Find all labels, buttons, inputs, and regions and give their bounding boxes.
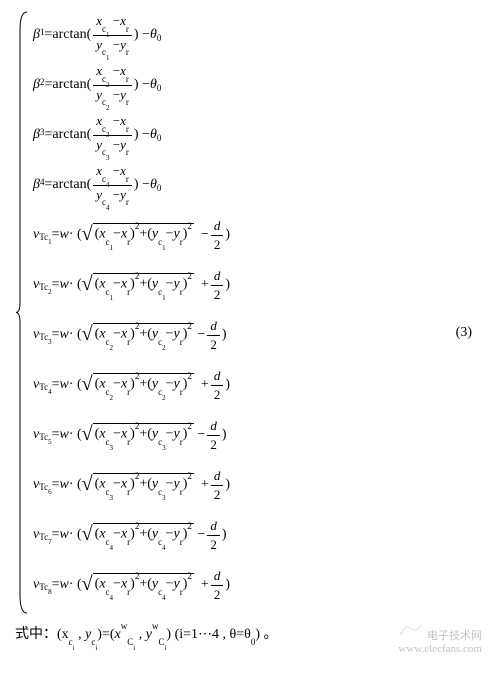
eq-beta-1: β1 = arctan( xc1 −xr yc1 −yr ) −θ0: [33, 10, 230, 60]
eq-beta-4: β4 = arctan( xc4 −xr yc4 −yr ) −θ0: [33, 160, 230, 210]
left-brace: [15, 10, 29, 615]
eq-vtc-7: vTc7 =w · ( √(xc4−xr)2+(yc4−yr)2 − d2 ): [33, 510, 230, 560]
watermark: 电子技术网 www.elecfans.com: [396, 619, 482, 655]
eq-vtc-2: vTc2 =w · ( √(xc1−xr)2+(yc1−yr)2 + d2 ): [33, 260, 230, 310]
eq-beta-3: β3 = arctan( xc3 −xr yc3 −yr ) −θ0: [33, 110, 230, 160]
eq-vtc-8: vTc8 =w · ( √(xc4−xr)2+(yc4−yr)2 + d2 ): [33, 560, 230, 610]
equation-number: (3): [456, 325, 472, 341]
eq-vtc-6: vTc6 =w · ( √(xc3−xr)2+(yc3−yr)2 + d2 ): [33, 460, 230, 510]
eq-vtc-5: vTc5 =w · ( √(xc3−xr)2+(yc3−yr)2 − d2 ): [33, 410, 230, 460]
eq-beta-2: β2 = arctan( xc2 −xr yc2 −yr ) −θ0: [33, 60, 230, 110]
eq-vtc-1: vTc1 =w · ( √(xc1−xr)2+(yc1−yr)2 − d2 ): [33, 210, 230, 260]
eq-vtc-3: vTc3 =w · ( √(xc2−xr)2+(yc2−yr)2 − d2 ): [33, 310, 230, 360]
equation-system: β1 = arctan( xc1 −xr yc1 −yr ) −θ0 β2 = …: [15, 10, 502, 615]
watermark-logo-icon: [396, 619, 424, 639]
equations-column: β1 = arctan( xc1 −xr yc1 −yr ) −θ0 β2 = …: [29, 10, 230, 615]
eq-vtc-4: vTc4 =w · ( √(xc2−xr)2+(yc2−yr)2 + d2 ): [33, 360, 230, 410]
